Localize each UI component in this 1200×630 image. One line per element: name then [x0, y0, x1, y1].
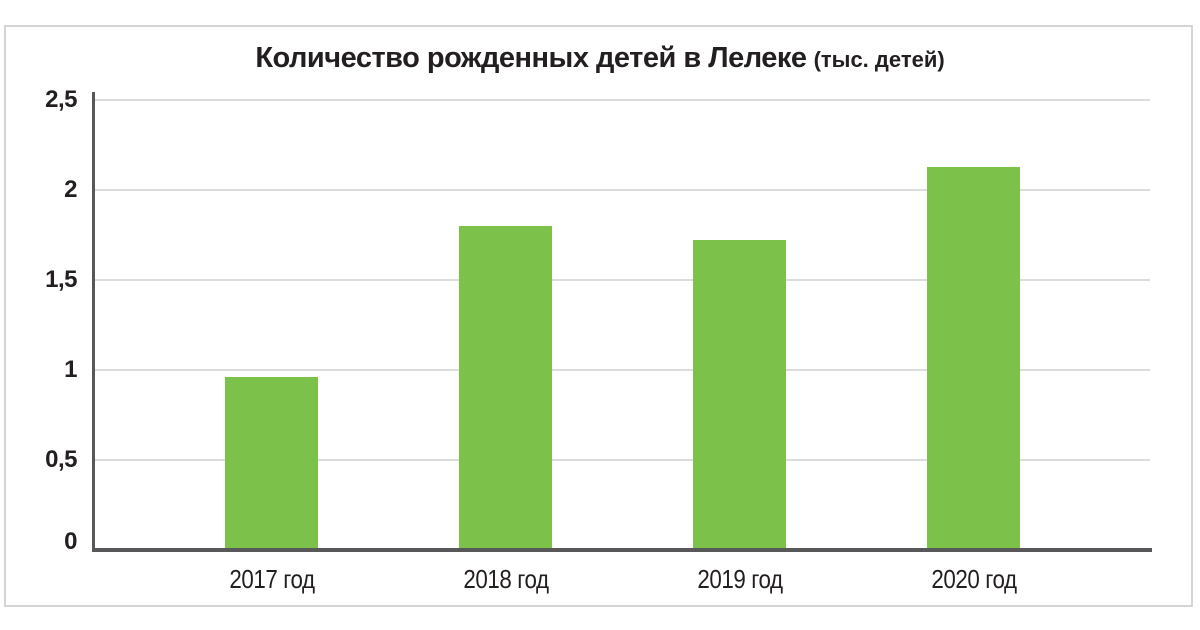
gridline: [95, 189, 1150, 191]
bar: [927, 167, 1020, 550]
y-tick-label: 2: [64, 176, 77, 203]
chart-title-block: Количество рожденных детей в Лелеке (тыс.…: [0, 42, 1200, 75]
x-axis-line: [92, 548, 1152, 552]
x-axis-label: 2018 год: [462, 564, 549, 594]
y-tick-label: 2,5: [45, 86, 77, 113]
y-tick-label: 1,5: [45, 266, 77, 293]
gridline: [95, 369, 1150, 371]
chart-title-units: (тыс. детей): [813, 47, 945, 72]
x-axis-label: 2020 год: [930, 564, 1017, 594]
y-tick-label: 1: [64, 356, 77, 383]
y-tick-label: 0,5: [45, 446, 77, 473]
bar: [693, 240, 786, 550]
y-tick-label: 0: [64, 528, 77, 555]
x-axis-label: 2017 год: [228, 564, 315, 594]
gridline: [95, 279, 1150, 281]
bar: [459, 226, 552, 550]
chart-title: Количество рожденных детей в Лелеке: [255, 42, 807, 74]
gridline: [95, 459, 1150, 461]
x-axis-label: 2019 год: [696, 564, 783, 594]
bar: [225, 377, 318, 550]
gridline: [95, 99, 1150, 101]
y-axis-line: [92, 92, 95, 552]
